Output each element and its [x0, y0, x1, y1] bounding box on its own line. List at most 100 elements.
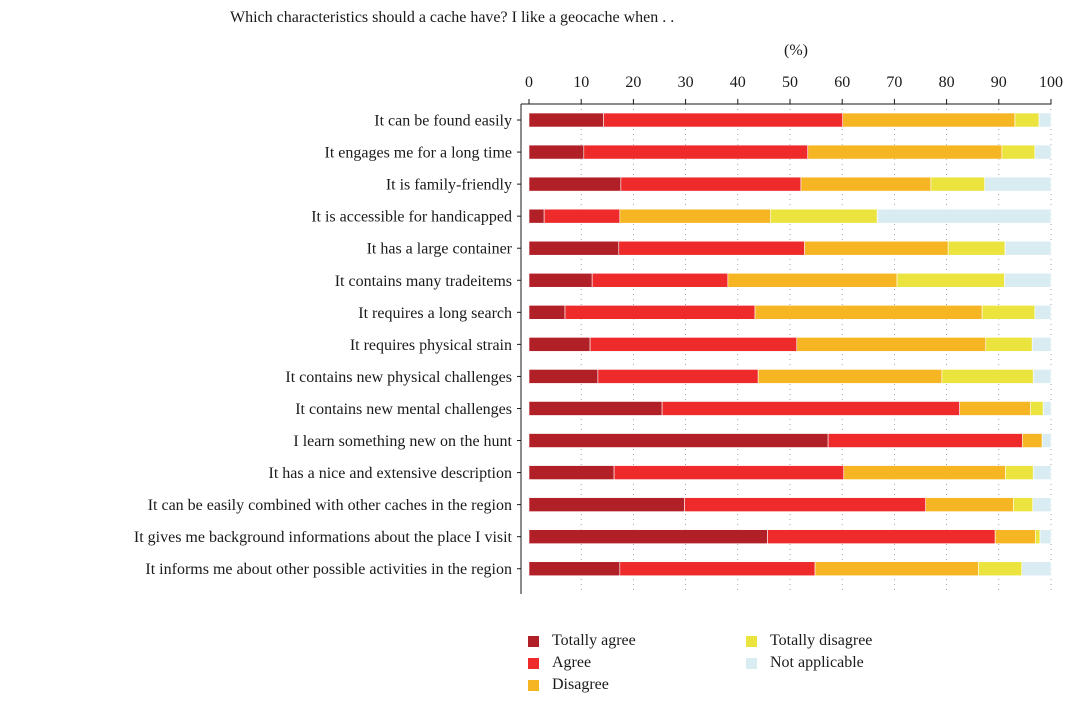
- bar-segment-totally-disagree: [930, 176, 986, 192]
- bar-segment-totally-disagree: [981, 305, 1036, 320]
- legend-swatch: [746, 657, 757, 669]
- legend-swatch: [528, 635, 539, 647]
- bar-segment-not-applicable: [984, 176, 1052, 192]
- legend-swatch: [528, 657, 539, 669]
- x-tick-label: 80: [939, 74, 955, 91]
- category-label: It is family-friendly: [386, 177, 512, 194]
- bar-segment-totally-disagree: [985, 337, 1033, 352]
- x-tick-label: 70: [886, 74, 902, 91]
- bar-segment-not-applicable: [1034, 144, 1052, 160]
- legend-label: Disagree: [552, 676, 609, 693]
- bar-segment-disagree: [925, 497, 1014, 512]
- bar-segment-disagree: [959, 401, 1031, 416]
- bar-segment-disagree: [727, 272, 898, 288]
- bar-segment-totally-agree: [528, 337, 591, 352]
- category-label: It informs me about other possible activ…: [145, 561, 512, 578]
- bar-segment-totally-agree: [528, 240, 620, 256]
- bar-segment-totally-agree: [528, 433, 829, 448]
- category-label: It requires a long search: [358, 305, 512, 322]
- legend-column-2: Totally disagree Not applicable: [746, 630, 872, 674]
- bar-segment-not-applicable: [1034, 305, 1052, 320]
- bar-segment-agree: [591, 272, 729, 288]
- bar-segment-agree: [543, 208, 621, 224]
- legend-item-disagree: Disagree: [528, 674, 636, 696]
- bar-segment-totally-disagree: [1030, 401, 1044, 416]
- bar-segment-disagree: [796, 337, 987, 352]
- category-label: It is accessible for handicapped: [311, 209, 512, 226]
- bar-segment-disagree: [994, 529, 1036, 544]
- bar-segment-totally-agree: [528, 369, 599, 384]
- bar-segment-not-applicable: [1032, 465, 1052, 480]
- bar-segment-agree: [618, 240, 805, 256]
- bar-segment-totally-disagree: [770, 208, 878, 224]
- bar-segment-disagree: [800, 176, 932, 192]
- bar-segment-agree: [619, 561, 816, 577]
- axis-unit-label: (%): [784, 42, 808, 59]
- category-label: It can be found easily: [374, 113, 512, 130]
- bar-segment-totally-agree: [528, 561, 621, 577]
- bar-segment-agree: [564, 305, 756, 320]
- bar-segment-totally-disagree: [941, 369, 1034, 384]
- bar-segment-totally-agree: [528, 465, 615, 480]
- bar-segment-not-applicable: [1021, 561, 1052, 577]
- bar-segment-agree: [661, 401, 960, 416]
- bar-segment-totally-agree: [528, 305, 566, 320]
- legend-label: Totally disagree: [770, 632, 873, 649]
- bar-segment-not-applicable: [1004, 240, 1052, 256]
- axes: [517, 99, 1052, 594]
- bar-segment-agree: [589, 337, 798, 352]
- bar-segment-totally-agree: [528, 401, 663, 416]
- category-label: It contains new mental challenges: [295, 401, 512, 418]
- legend-label: Agree: [552, 654, 592, 671]
- bar-segment-totally-disagree: [1035, 529, 1041, 544]
- bar-segment-agree: [827, 433, 1023, 448]
- bar-segment-disagree: [807, 144, 1003, 160]
- bar-segment-not-applicable: [1031, 337, 1052, 352]
- bar-stacks: [528, 112, 1052, 577]
- category-label: It engages me for a long time: [325, 145, 513, 162]
- x-tick-label: 50: [782, 74, 798, 91]
- category-label: It gives me background informations abou…: [134, 529, 513, 546]
- bar-segment-disagree: [804, 240, 949, 256]
- bar-segment-not-applicable: [1032, 369, 1052, 384]
- bar-segment-agree: [620, 176, 802, 192]
- bar-segment-agree: [603, 112, 844, 128]
- bar-segment-not-applicable: [1041, 433, 1052, 448]
- bar-segment-totally-disagree: [978, 561, 1023, 577]
- bar-segment-disagree: [754, 305, 983, 320]
- x-tick-label: 100: [1039, 74, 1063, 91]
- bar-segment-totally-disagree: [1001, 144, 1036, 160]
- bar-segment-not-applicable: [1039, 529, 1052, 544]
- legend-swatch: [746, 635, 757, 647]
- x-tick-label: 90: [991, 74, 1007, 91]
- bar-segment-disagree: [757, 369, 943, 384]
- category-label: It contains many tradeitems: [335, 273, 512, 290]
- legend-swatch: [528, 679, 539, 691]
- legend-item-not-applicable: Not applicable: [746, 652, 872, 674]
- bar-segment-disagree: [843, 465, 1006, 480]
- bar-segment-agree: [767, 529, 996, 544]
- bar-segment-disagree: [619, 208, 771, 224]
- bar-segment-not-applicable: [1032, 497, 1052, 512]
- bar-segment-totally-disagree: [1013, 497, 1034, 512]
- x-tick-labels: 0 10 20 30 40 50 60 70 80 90 100: [525, 74, 1063, 91]
- bar-segment-not-applicable: [1042, 401, 1052, 416]
- legend-item-totally-disagree: Totally disagree: [746, 630, 872, 652]
- bar-segment-totally-agree: [528, 272, 593, 288]
- bar-segment-agree: [684, 497, 927, 512]
- bar-segment-disagree: [842, 112, 1016, 128]
- bar-segment-totally-agree: [528, 497, 685, 512]
- category-label: It contains new physical challenges: [285, 369, 512, 386]
- bar-segment-not-applicable: [1038, 112, 1052, 128]
- x-tick-label: 20: [625, 74, 641, 91]
- legend-label: Totally agree: [552, 632, 636, 649]
- category-label: It has a nice and extensive description: [269, 465, 512, 482]
- bar-segment-not-applicable: [1004, 272, 1052, 288]
- bar-segment-totally-agree: [528, 112, 604, 128]
- category-label: It can be easily combined with other cac…: [148, 497, 512, 514]
- legend-item-totally-agree: Totally agree: [528, 630, 636, 652]
- x-tick-label: 0: [525, 74, 533, 91]
- x-tick-label: 10: [573, 74, 589, 91]
- bar-segment-totally-agree: [528, 208, 545, 224]
